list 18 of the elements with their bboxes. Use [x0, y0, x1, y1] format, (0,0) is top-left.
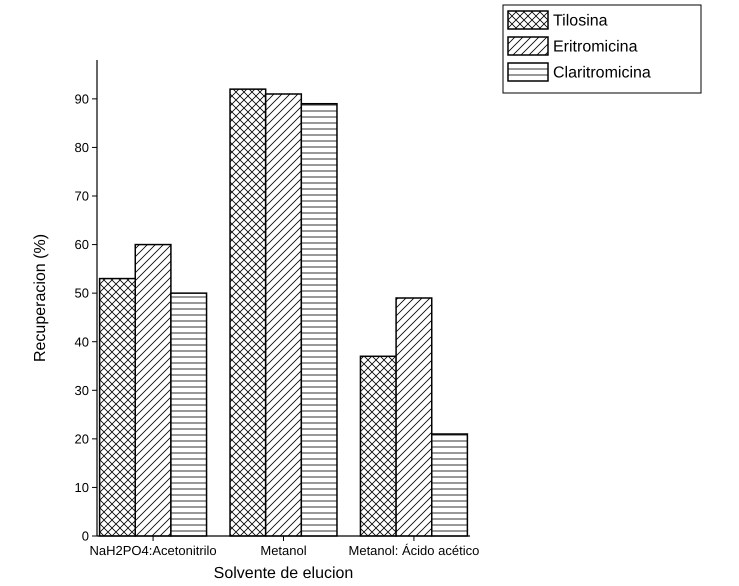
y-tick-label: 80: [74, 140, 89, 155]
y-tick-label: 20: [74, 431, 89, 446]
y-tick-label: 60: [74, 237, 89, 252]
legend-label: Tilosina: [553, 12, 608, 30]
legend-label: Claritromicina: [553, 64, 651, 82]
y-tick-label: 70: [74, 188, 89, 204]
x-axis-title: Solvente de elucion: [214, 565, 354, 582]
y-tick-label: 10: [74, 480, 89, 495]
x-tick-label: Metanol: [260, 543, 307, 558]
y-tick-label: 30: [74, 382, 89, 398]
y-tick-label: 50: [74, 286, 89, 301]
y-tick-label: 90: [74, 91, 89, 106]
x-tick-label: Metanol: Ácido acético: [348, 543, 480, 558]
y-tick-label: 0: [82, 528, 89, 544]
y-tick-label: 40: [74, 334, 89, 350]
x-tick-label: NaH2PO4:Acetonitrilo: [89, 543, 217, 558]
y-axis-title: Recuperacion (%): [32, 234, 49, 362]
legend-label: Eritromicina: [553, 38, 638, 56]
